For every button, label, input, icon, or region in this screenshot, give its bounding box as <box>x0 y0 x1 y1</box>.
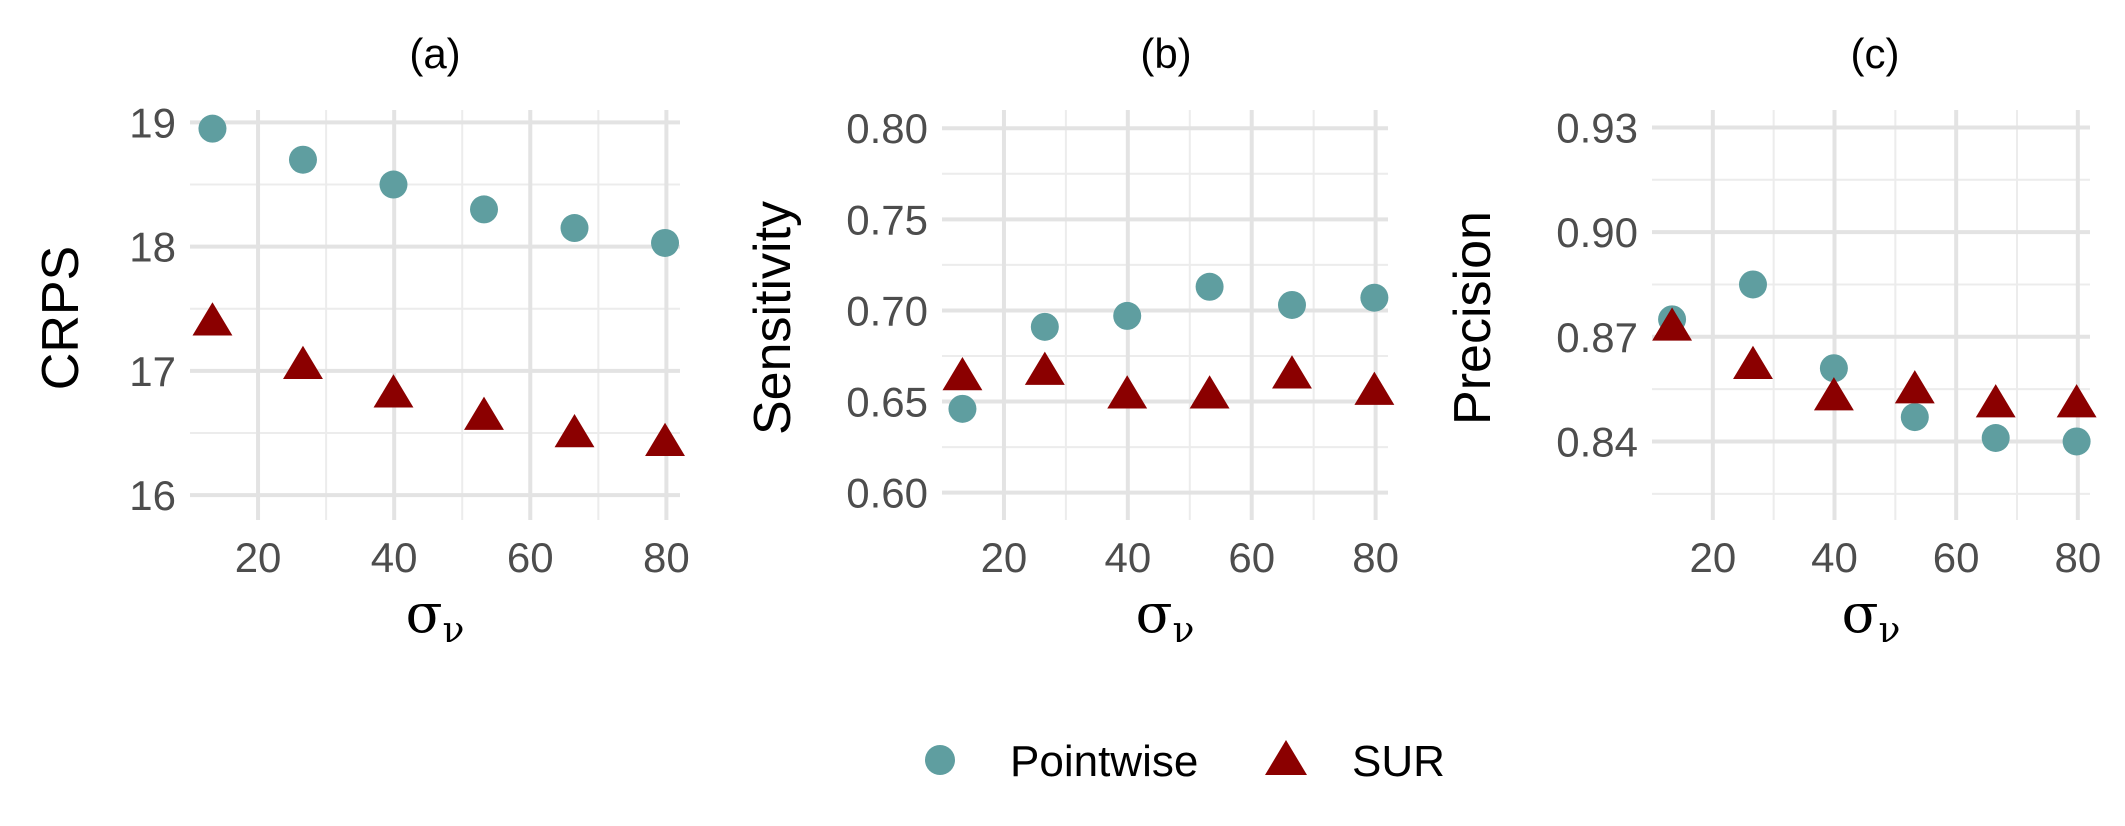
x-tick-label: 60 <box>1933 534 1980 581</box>
data-point-triangle <box>942 357 983 391</box>
gridlines <box>942 110 1388 520</box>
data-point-triangle <box>1894 370 1935 404</box>
panel-title: (b) <box>1140 30 1191 77</box>
x-tick-label: 80 <box>2054 534 2101 581</box>
data-point-triangle <box>1354 371 1395 405</box>
data-point-triangle <box>645 422 685 456</box>
x-tick-label: 20 <box>981 534 1028 581</box>
y-tick-label: 0.90 <box>1556 209 1638 256</box>
data-point-triangle <box>1189 375 1230 409</box>
data-point-circle <box>1981 424 2010 452</box>
y-tick-label: 0.60 <box>846 470 928 517</box>
panel-title: (c) <box>1851 30 1900 77</box>
data-point-circle <box>948 394 977 423</box>
data-point-circle <box>1900 403 1929 432</box>
data-point-triangle <box>192 302 233 336</box>
y-tick-label: 16 <box>129 472 176 519</box>
y-tick-label: 0.70 <box>846 287 928 334</box>
legend-circle-icon <box>925 745 955 775</box>
data-point-circle <box>198 114 227 143</box>
x-axis-subscript: ν <box>1878 610 1900 651</box>
data-point-triangle <box>554 414 595 448</box>
y-tick-label: 0.65 <box>846 379 928 426</box>
x-tick-label: 20 <box>1689 534 1736 581</box>
data-point-circle <box>1738 270 1767 299</box>
data-point-triangle <box>464 396 504 430</box>
y-axis-title: Precision <box>1444 211 1502 425</box>
data-point-circle <box>1360 283 1389 312</box>
data-point-circle <box>288 145 317 174</box>
x-tick-label: 80 <box>1352 534 1399 581</box>
data-point-triangle <box>1975 384 2016 418</box>
legend-item-sur: SUR <box>1265 737 1445 786</box>
data-point-circle <box>2062 427 2091 456</box>
data-point-triangle <box>283 345 323 379</box>
x-axis-title: σν <box>1136 582 1195 651</box>
gridlines <box>1652 110 2090 520</box>
x-tick-label: 40 <box>1104 534 1151 581</box>
y-tick-label: 0.75 <box>846 196 928 243</box>
x-axis-title: σν <box>406 582 465 651</box>
data-point-circle <box>1030 312 1059 341</box>
series-sur <box>1652 307 2097 418</box>
data-point-circle <box>560 214 589 243</box>
y-tick-label: 0.80 <box>846 105 928 152</box>
legend-label: Pointwise <box>1010 737 1198 786</box>
data-point-triangle <box>373 374 414 408</box>
data-point-triangle <box>1107 375 1148 409</box>
x-axis-title: σν <box>1842 582 1901 651</box>
data-point-triangle <box>1652 307 1693 341</box>
panel-a: 20 40 60 80 16 17 18 19 (a) CRPS σν <box>32 30 690 651</box>
series-pointwise <box>198 114 680 257</box>
legend-item-pointwise: Pointwise <box>925 737 1198 786</box>
series-sur <box>942 351 1395 409</box>
y-tick-label: 19 <box>129 99 176 146</box>
data-point-circle <box>470 195 498 224</box>
data-point-triangle <box>1272 355 1312 389</box>
x-tick-label: 20 <box>235 534 282 581</box>
x-axis-symbol: σ <box>406 582 443 645</box>
panel-b: 20 40 60 80 0.60 0.65 0.70 0.75 0.80 (b) Sensitivi… <box>744 30 1399 651</box>
y-tick-label: 18 <box>129 224 176 271</box>
panel-title: (a) <box>409 30 460 77</box>
data-point-triangle <box>1024 351 1065 385</box>
x-axis-symbol: σ <box>1842 582 1879 645</box>
x-tick-label: 60 <box>507 534 554 581</box>
x-axis-subscript: ν <box>442 610 464 651</box>
series-pointwise <box>1658 270 2091 456</box>
data-point-circle <box>1277 290 1306 319</box>
x-tick-label: 60 <box>1228 534 1275 581</box>
data-point-triangle <box>1813 377 1854 411</box>
series-sur <box>192 302 685 456</box>
y-tick-label: 0.84 <box>1556 418 1638 465</box>
data-point-circle <box>379 170 408 199</box>
x-tick-label: 40 <box>371 534 418 581</box>
panel-c: 20 40 60 80 0.84 0.87 0.90 0.93 (c) Precision σν <box>1444 30 2101 651</box>
data-point-circle <box>651 228 680 257</box>
data-point-circle <box>1195 272 1224 301</box>
data-point-circle <box>1819 354 1848 383</box>
x-tick-label: 80 <box>643 534 690 581</box>
series-pointwise <box>948 272 1389 423</box>
y-axis-title: Sensitivity <box>744 201 802 435</box>
data-point-triangle <box>1733 345 1773 379</box>
y-tick-label: 0.93 <box>1556 104 1638 151</box>
data-point-circle <box>1113 301 1142 330</box>
legend: Pointwise SUR <box>925 737 1445 786</box>
y-tick-label: 0.87 <box>1556 314 1638 361</box>
legend-triangle-icon <box>1265 740 1307 775</box>
x-axis-symbol: σ <box>1136 582 1173 645</box>
y-axis-title: CRPS <box>32 246 90 390</box>
legend-label: SUR <box>1352 737 1445 786</box>
x-axis-subscript: ν <box>1172 610 1194 651</box>
data-point-triangle <box>2056 384 2097 418</box>
x-tick-label: 40 <box>1811 534 1858 581</box>
y-tick-label: 17 <box>129 348 176 395</box>
gridlines <box>190 110 680 520</box>
